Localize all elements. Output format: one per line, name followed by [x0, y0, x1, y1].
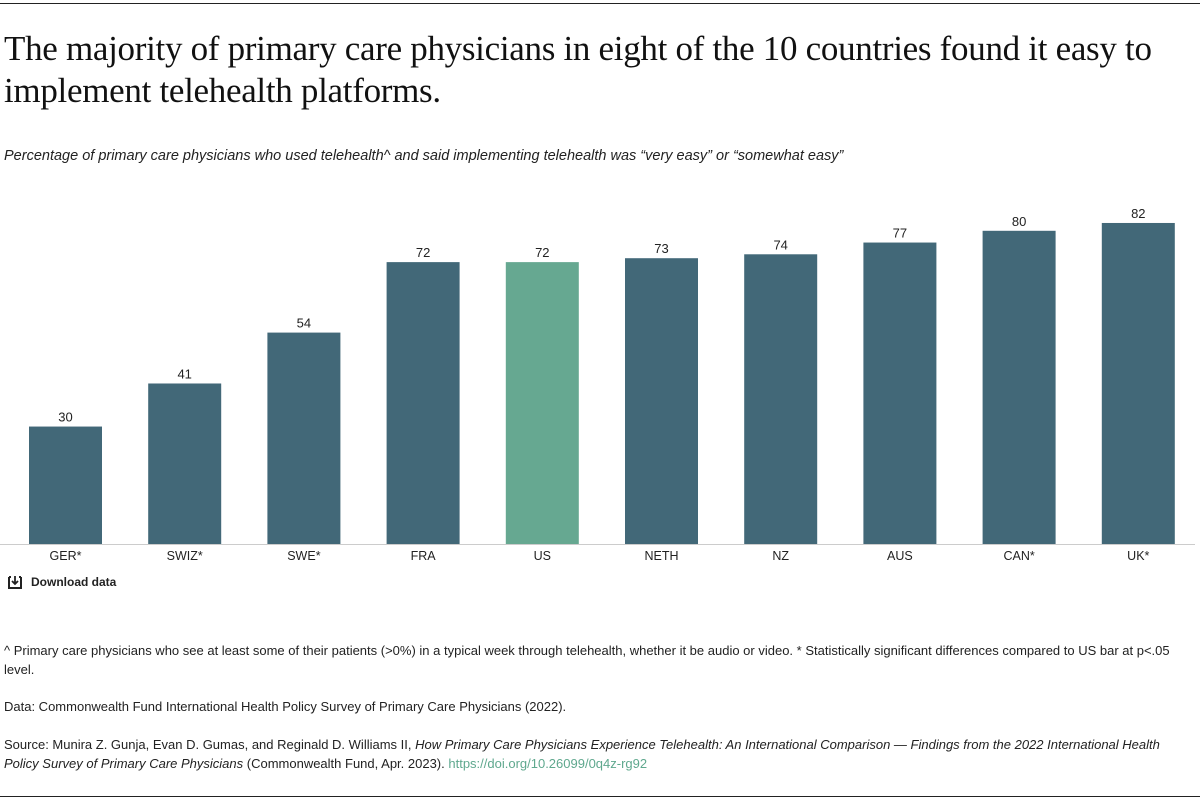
download-data-button[interactable]: Download data — [7, 574, 116, 590]
footnote: ^ Primary care physicians who see at lea… — [4, 643, 1170, 677]
bar-can — [982, 230, 1056, 545]
top-rule — [0, 3, 1200, 4]
bar-fra — [386, 262, 460, 544]
bottom-rule — [0, 796, 1200, 797]
data-label: 72 — [416, 245, 430, 260]
source-prefix: Source: Munira Z. Gunja, Evan D. Gumas, … — [4, 737, 416, 752]
data-label: 30 — [58, 410, 72, 425]
data-label: 54 — [297, 316, 311, 331]
bar-nz — [744, 254, 818, 544]
x-tick-label: NETH — [644, 549, 678, 563]
download-label: Download data — [31, 575, 117, 589]
bar-uk — [1101, 222, 1175, 544]
source-suffix: (Commonwealth Fund, Apr. 2023). — [243, 756, 449, 771]
x-tick-label: CAN* — [1003, 549, 1034, 563]
source-link[interactable]: https://doi.org/10.26099/0q4z-rg92 — [448, 756, 648, 771]
source-note: Source: Munira Z. Gunja, Evan D. Gumas, … — [4, 735, 1194, 773]
data-label: 41 — [177, 366, 191, 381]
x-tick-label: FRA — [411, 549, 437, 563]
x-tick-label: GER* — [50, 549, 82, 563]
data-label: 80 — [1012, 214, 1026, 229]
bar-ger — [29, 426, 102, 544]
x-tick-label: SWIZ* — [167, 549, 203, 563]
data-label: 77 — [893, 226, 907, 241]
download-icon — [8, 576, 22, 589]
bar-swiz — [148, 383, 222, 544]
x-tick-label: US — [534, 549, 551, 563]
bar-swe — [267, 332, 341, 544]
bar-aus — [863, 242, 937, 545]
data-note: Data: Commonwealth Fund International He… — [4, 699, 567, 714]
bar-us — [505, 262, 579, 544]
chart-title: The majority of primary care physicians … — [4, 29, 1152, 110]
x-tick-label: UK* — [1127, 549, 1149, 563]
x-tick-label: SWE* — [287, 549, 320, 563]
data-label: 74 — [773, 237, 787, 252]
source-title: How Primary Care Physicians Experience T… — [4, 737, 1160, 771]
x-tick-label: AUS — [887, 549, 913, 563]
chart-subtitle: Percentage of primary care physicians wh… — [4, 148, 844, 164]
x-tick-label: NZ — [772, 549, 789, 563]
data-label: 82 — [1131, 206, 1145, 221]
data-label: 73 — [654, 241, 668, 256]
data-label: 72 — [535, 245, 549, 260]
bar-chart: 30 GER* 41 SWIZ* 54 SWE* 72 FRA 72 US 73 NETH 74 NZ 77… — [0, 206, 1195, 563]
bar-neth — [625, 258, 698, 544]
